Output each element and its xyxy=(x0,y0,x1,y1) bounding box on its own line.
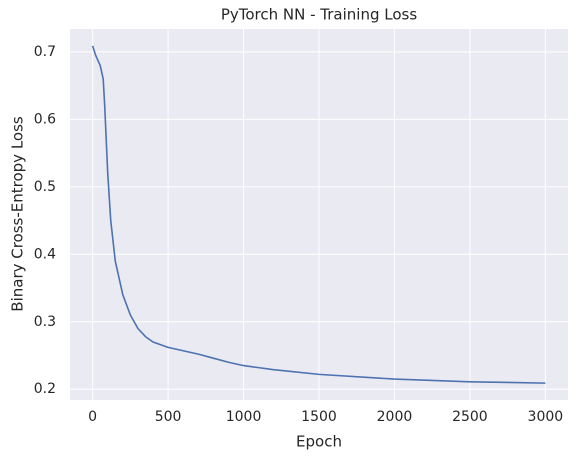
chart-title: PyTorch NN - Training Loss xyxy=(221,6,418,24)
y-tick-label: 0.3 xyxy=(34,314,56,330)
x-tick-label: 3000 xyxy=(528,409,564,425)
y-axis-label: Binary Cross-Entropy Loss xyxy=(9,116,27,312)
y-tick-label: 0.6 xyxy=(34,111,56,127)
y-tick-label: 0.7 xyxy=(34,44,56,60)
x-tick-label: 1500 xyxy=(301,409,337,425)
x-tick-label: 2000 xyxy=(377,409,413,425)
y-tick-label: 0.4 xyxy=(34,246,56,262)
y-tick-label: 0.2 xyxy=(34,381,56,397)
line xyxy=(91,45,546,384)
x-tick-label: 1000 xyxy=(226,409,262,425)
x-tick-label: 0 xyxy=(88,409,97,425)
x-axis-label: Epoch xyxy=(296,433,342,451)
y-tick-label: 0.5 xyxy=(34,179,56,195)
x-tick-label: 500 xyxy=(155,409,182,425)
x-tick-label: 2500 xyxy=(452,409,488,425)
